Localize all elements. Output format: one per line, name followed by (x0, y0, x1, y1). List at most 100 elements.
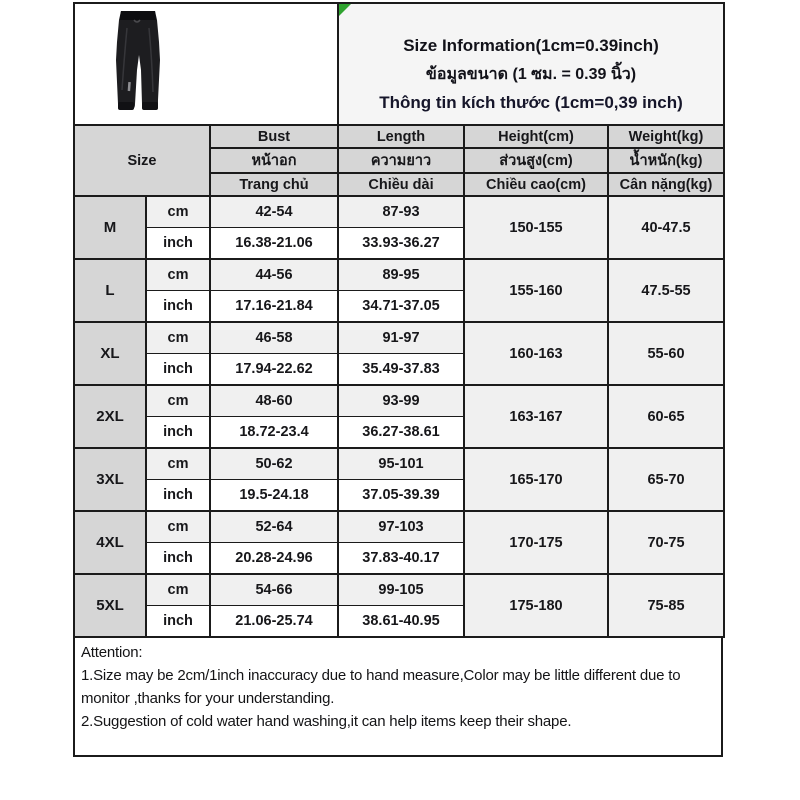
length-inch-value: 37.05-39.39 (337, 479, 465, 512)
unit-cm-label: cm (145, 195, 211, 228)
banner-row: Size Information(1cm=0.39inch) ข้อมูลขนา… (73, 2, 725, 126)
size-label: 5XL (73, 573, 147, 638)
table-row: inch 17.94-22.62 35.49-37.83 (74, 353, 724, 386)
unit-inch-label: inch (145, 605, 211, 638)
length-cm-value: 95-101 (337, 447, 465, 480)
table-row: 2XL cm 48-60 93-99 163-167 60-65 (73, 384, 725, 449)
length-header-en: Length (337, 124, 465, 149)
weight-value: 47.5-55 (607, 258, 725, 323)
height-value: 163-167 (463, 384, 609, 449)
bust-inch-value: 19.5-24.18 (209, 479, 339, 512)
unit-inch-label: inch (145, 416, 211, 449)
weight-value: 40-47.5 (607, 195, 725, 260)
unit-cm-label: cm (145, 447, 211, 480)
unit-inch-label: inch (145, 353, 211, 386)
attention-item-1: 1.Size may be 2cm/1inch inaccuracy due t… (81, 667, 681, 707)
title-cell: Size Information(1cm=0.39inch) ข้อมูลขนา… (337, 2, 725, 126)
weight-value: 55-60 (607, 321, 725, 386)
bust-inch-value: 16.38-21.06 (209, 227, 339, 260)
header-row-thai: หน้าอก ความยาว ส่วนสูง(cm) น้ำหนัก(kg) (74, 147, 725, 174)
weight-value: 75-85 (607, 573, 725, 638)
bust-inch-value: 17.16-21.84 (209, 290, 339, 323)
bust-header-vi: Trang chủ (209, 172, 339, 197)
weight-value: 60-65 (607, 384, 725, 449)
size-table: Size Information(1cm=0.39inch) ข้อมูลขนา… (73, 2, 725, 638)
bust-inch-value: 17.94-22.62 (209, 353, 339, 386)
bust-cm-value: 48-60 (209, 384, 339, 417)
height-value: 150-155 (463, 195, 609, 260)
unit-cm-label: cm (145, 510, 211, 543)
bust-cm-value: 50-62 (209, 447, 339, 480)
bust-inch-value: 20.28-24.96 (209, 542, 339, 575)
length-cm-value: 91-97 (337, 321, 465, 354)
table-row: 5XL cm 54-66 99-105 175-180 75-85 (73, 573, 725, 638)
size-label: M (73, 195, 147, 260)
size-label: 2XL (73, 384, 147, 449)
bust-header-th: หน้าอก (209, 147, 339, 174)
bust-cm-value: 44-56 (209, 258, 339, 291)
size-label: 4XL (73, 510, 147, 575)
size-label: 3XL (73, 447, 147, 512)
height-value: 160-163 (463, 321, 609, 386)
length-header-vi: Chiều dài (337, 172, 465, 197)
unit-inch-label: inch (145, 290, 211, 323)
length-header-th: ความยาว (337, 147, 465, 174)
title-english: Size Information(1cm=0.39inch) (403, 35, 659, 55)
height-value: 155-160 (463, 258, 609, 323)
bust-header-en: Bust (209, 124, 339, 149)
length-cm-value: 93-99 (337, 384, 465, 417)
length-cm-value: 97-103 (337, 510, 465, 543)
table-row: 4XL cm 52-64 97-103 170-175 70-75 (73, 510, 725, 575)
size-label: XL (73, 321, 147, 386)
length-inch-value: 37.83-40.17 (337, 542, 465, 575)
height-header-vi: Chiều cao(cm) (463, 172, 609, 197)
unit-cm-label: cm (145, 321, 211, 354)
unit-inch-label: inch (145, 227, 211, 260)
weight-header-vi: Cân nặng(kg) (607, 172, 725, 197)
table-row: M cm 42-54 87-93 150-155 40-47.5 (73, 195, 725, 260)
unit-inch-label: inch (145, 542, 211, 575)
table-row: inch 19.5-24.18 37.05-39.39 (74, 479, 724, 512)
height-header-th: ส่วนสูง(cm) (463, 147, 609, 174)
bust-inch-value: 21.06-25.74 (209, 605, 339, 638)
title-vietnamese: Thông tin kích thước (1cm=0,39 inch) (379, 92, 683, 112)
length-inch-value: 38.61-40.95 (337, 605, 465, 638)
weight-header-en: Weight(kg) (607, 124, 725, 149)
size-label: L (73, 258, 147, 323)
unit-cm-label: cm (145, 384, 211, 417)
length-inch-value: 34.71-37.05 (337, 290, 465, 323)
size-column-header: Size (73, 124, 211, 197)
bust-cm-value: 46-58 (209, 321, 339, 354)
weight-value: 65-70 (607, 447, 725, 512)
size-chart-sheet: Size Information(1cm=0.39inch) ข้อมูลขนา… (73, 2, 725, 757)
product-image-cell (73, 2, 339, 126)
unit-cm-label: cm (145, 258, 211, 291)
bust-cm-value: 52-64 (209, 510, 339, 543)
header-row-vietnamese: Trang chủ Chiều dài Chiều cao(cm) Cân nặ… (74, 172, 725, 197)
length-cm-value: 99-105 (337, 573, 465, 606)
attention-box: Attention: 1.Size may be 2cm/1inch inacc… (73, 638, 723, 757)
attention-item-2: 2.Suggestion of cold water hand washing,… (81, 713, 572, 730)
length-inch-value: 36.27-38.61 (337, 416, 465, 449)
attention-heading: Attention: (81, 644, 143, 661)
length-cm-value: 89-95 (337, 258, 465, 291)
table-row: inch 18.72-23.4 36.27-38.61 (74, 416, 724, 449)
height-value: 175-180 (463, 573, 609, 638)
title-thai: ข้อมูลขนาด (1 ซม. = 0.39 นิ้ว) (425, 65, 637, 83)
table-row: L cm 44-56 89-95 155-160 47.5-55 (73, 258, 725, 323)
header-row-english: Size Bust Length Height(cm) Weight(kg) (73, 124, 725, 197)
table-row: 3XL cm 50-62 95-101 165-170 65-70 (73, 447, 725, 512)
bust-cm-value: 42-54 (209, 195, 339, 228)
length-cm-value: 87-93 (337, 195, 465, 228)
bust-cm-value: 54-66 (209, 573, 339, 606)
black-jogger-pants-image (116, 11, 160, 110)
height-header-en: Height(cm) (463, 124, 609, 149)
table-row: inch 16.38-21.06 33.93-36.27 (74, 227, 724, 260)
table-row: inch 17.16-21.84 34.71-37.05 (74, 290, 724, 323)
weight-header-th: น้ำหนัก(kg) (607, 147, 725, 174)
table-row: inch 20.28-24.96 37.83-40.17 (74, 542, 724, 575)
height-value: 170-175 (463, 510, 609, 575)
weight-value: 70-75 (607, 510, 725, 575)
table-row: inch 21.06-25.74 38.61-40.95 (74, 605, 724, 638)
bust-inch-value: 18.72-23.4 (209, 416, 339, 449)
